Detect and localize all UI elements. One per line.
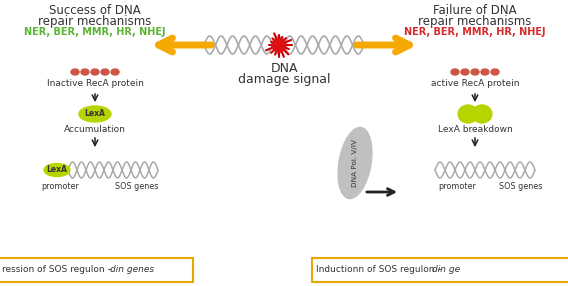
Ellipse shape — [91, 69, 99, 75]
Text: SOS genes: SOS genes — [499, 182, 542, 191]
Ellipse shape — [71, 69, 79, 75]
Ellipse shape — [472, 105, 492, 123]
Ellipse shape — [458, 105, 478, 123]
Text: damage signal: damage signal — [238, 73, 330, 86]
Text: NER, BER, MMR, HR, NHEJ: NER, BER, MMR, HR, NHEJ — [24, 27, 166, 37]
Ellipse shape — [111, 69, 119, 75]
Text: Inductionn of SOS regulon –: Inductionn of SOS regulon – — [316, 265, 445, 275]
Ellipse shape — [471, 69, 479, 75]
Ellipse shape — [338, 128, 372, 198]
Text: Failure of DNA: Failure of DNA — [433, 4, 517, 17]
Text: DNA: DNA — [270, 62, 298, 75]
Text: Success of DNA: Success of DNA — [49, 4, 141, 17]
Ellipse shape — [101, 69, 109, 75]
Text: Inactive RecA protein: Inactive RecA protein — [47, 79, 144, 88]
Text: repair mechanisms: repair mechanisms — [418, 15, 532, 28]
Ellipse shape — [491, 69, 499, 75]
FancyBboxPatch shape — [0, 258, 193, 282]
Text: SOS genes: SOS genes — [115, 182, 158, 191]
FancyBboxPatch shape — [312, 258, 568, 282]
Ellipse shape — [81, 69, 89, 75]
Text: NER, BER, MMR, HR, NHEJ: NER, BER, MMR, HR, NHEJ — [404, 27, 546, 37]
Text: ression of SOS regulon –: ression of SOS regulon – — [2, 265, 115, 275]
Text: repair mechanisms: repair mechanisms — [38, 15, 152, 28]
Ellipse shape — [481, 69, 489, 75]
Ellipse shape — [451, 69, 459, 75]
Ellipse shape — [44, 164, 70, 176]
Text: Accumulation: Accumulation — [64, 125, 126, 134]
Ellipse shape — [79, 106, 111, 122]
Text: promoter: promoter — [438, 182, 476, 191]
Text: LexA breakdown: LexA breakdown — [437, 125, 512, 134]
Text: LexA: LexA — [47, 166, 68, 174]
Text: LexA: LexA — [85, 110, 106, 118]
Ellipse shape — [461, 69, 469, 75]
Text: din genes: din genes — [110, 265, 154, 275]
Circle shape — [272, 38, 286, 52]
Text: din ge: din ge — [432, 265, 460, 275]
Text: promoter: promoter — [41, 182, 79, 191]
Text: active RecA protein: active RecA protein — [431, 79, 519, 88]
Text: DNA Pol. V/IV: DNA Pol. V/IV — [352, 139, 358, 187]
